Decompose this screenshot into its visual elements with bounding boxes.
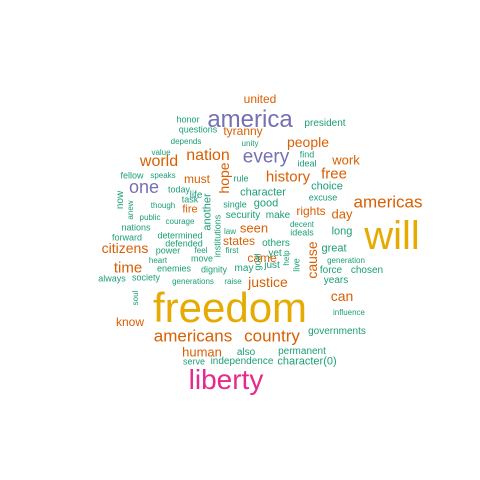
word-character-0: character(0) xyxy=(277,355,337,368)
word-human: human xyxy=(182,344,222,360)
word-ideals: ideals xyxy=(290,227,314,238)
word-today: today xyxy=(167,184,191,195)
word-honor: honor xyxy=(176,114,200,125)
word-make: make xyxy=(265,210,291,221)
word-history: history xyxy=(265,168,311,186)
word-seen: seen xyxy=(239,220,269,236)
word-hope: hope xyxy=(216,162,232,194)
word-nations: nations xyxy=(121,222,151,233)
word-came: came xyxy=(247,251,277,265)
word-depends: depends xyxy=(170,137,202,146)
word-though: though xyxy=(150,201,176,210)
word-serve: serve xyxy=(182,356,206,367)
word-unity: unity xyxy=(241,139,259,148)
word-permanent: permanent xyxy=(278,346,326,357)
word-long: long xyxy=(331,225,353,238)
word-america: america xyxy=(207,106,293,133)
word-move: move xyxy=(190,253,214,264)
word-cause: cause xyxy=(304,241,320,279)
word-determined: determined xyxy=(157,230,203,241)
word-united: united xyxy=(243,92,277,106)
word-questions: questions xyxy=(178,124,218,135)
word-generations: generations xyxy=(172,277,214,286)
word-world: world xyxy=(139,153,179,170)
word-states: states xyxy=(222,234,256,248)
word-heart: heart xyxy=(148,256,168,265)
word-years: years xyxy=(323,275,349,286)
word-fire: fire xyxy=(182,203,198,216)
word-security: security xyxy=(225,210,261,221)
word-help: help xyxy=(282,250,291,266)
word-influence: influence xyxy=(332,308,366,317)
word-public: public xyxy=(139,213,161,222)
word-law: law xyxy=(223,227,237,236)
word-can: can xyxy=(330,288,354,304)
word-others: others xyxy=(262,238,290,249)
word-great: great xyxy=(321,242,347,255)
word-choice: choice xyxy=(311,180,343,193)
word-speaks: speaks xyxy=(150,171,176,180)
word-find: find xyxy=(299,149,315,160)
word-life: life xyxy=(189,190,203,201)
word-tyranny: tyranny xyxy=(223,124,263,138)
word-force: force xyxy=(319,265,343,276)
word-day: day xyxy=(331,206,353,222)
word-enemies: enemies xyxy=(156,263,192,274)
word-courage: courage xyxy=(165,217,195,226)
word-justice: justice xyxy=(248,274,288,290)
word-live: live xyxy=(291,258,302,272)
word-one: one xyxy=(128,177,160,197)
word-rights: rights xyxy=(296,204,326,218)
word-goal: goal xyxy=(252,253,263,271)
word-anew: anew xyxy=(126,200,135,220)
word-feel: feel xyxy=(194,246,208,255)
word-will: will xyxy=(364,214,420,258)
word-just: just xyxy=(264,260,280,271)
word-society: society xyxy=(131,272,161,283)
word-must: must xyxy=(183,172,211,186)
word-dignity: dignity xyxy=(200,264,228,275)
word-value: value xyxy=(151,148,171,157)
word-chosen: chosen xyxy=(350,265,384,276)
word-first: first xyxy=(225,246,239,255)
word-task: task xyxy=(181,194,199,205)
word-also: also xyxy=(236,347,256,358)
word-know: know xyxy=(115,315,145,329)
word-forward: forward xyxy=(111,232,143,243)
word-governments: governments xyxy=(308,326,366,337)
word-yet: yet xyxy=(268,248,282,259)
word-every: every xyxy=(242,146,290,168)
word-citizens: citizens xyxy=(101,240,149,256)
word-work: work xyxy=(332,152,360,168)
word-may: may xyxy=(234,263,254,274)
word-people: people xyxy=(286,134,330,150)
word-institutions: institutions xyxy=(212,214,223,258)
word-country: country xyxy=(244,326,300,346)
word-ideal: ideal xyxy=(297,158,317,169)
word-good: good xyxy=(253,197,279,210)
word-fellow: fellow xyxy=(120,170,144,181)
word-single: single xyxy=(223,199,247,210)
word-soul: soul xyxy=(131,290,140,306)
word-nation: nation xyxy=(186,147,230,164)
word-americans: americans xyxy=(153,326,233,346)
word-time: time xyxy=(113,259,143,277)
word-defended: defended xyxy=(165,238,203,249)
word-now: now xyxy=(115,190,126,210)
word-free: free xyxy=(321,165,347,183)
word-freedom: freedom xyxy=(152,284,308,331)
word-rule: rule xyxy=(233,173,249,184)
word-liberty: liberty xyxy=(188,364,264,395)
word-generation: generation xyxy=(327,256,365,265)
word-character: character xyxy=(240,186,286,199)
word-raise: raise xyxy=(224,277,242,286)
word-excuse: excuse xyxy=(308,192,338,203)
word-power: power xyxy=(155,245,181,256)
word-independence: independence xyxy=(210,356,274,367)
word-decent: decent xyxy=(289,220,315,229)
word-always: always xyxy=(98,273,126,284)
word-americas: americas xyxy=(353,192,423,212)
word-president: president xyxy=(304,118,346,129)
